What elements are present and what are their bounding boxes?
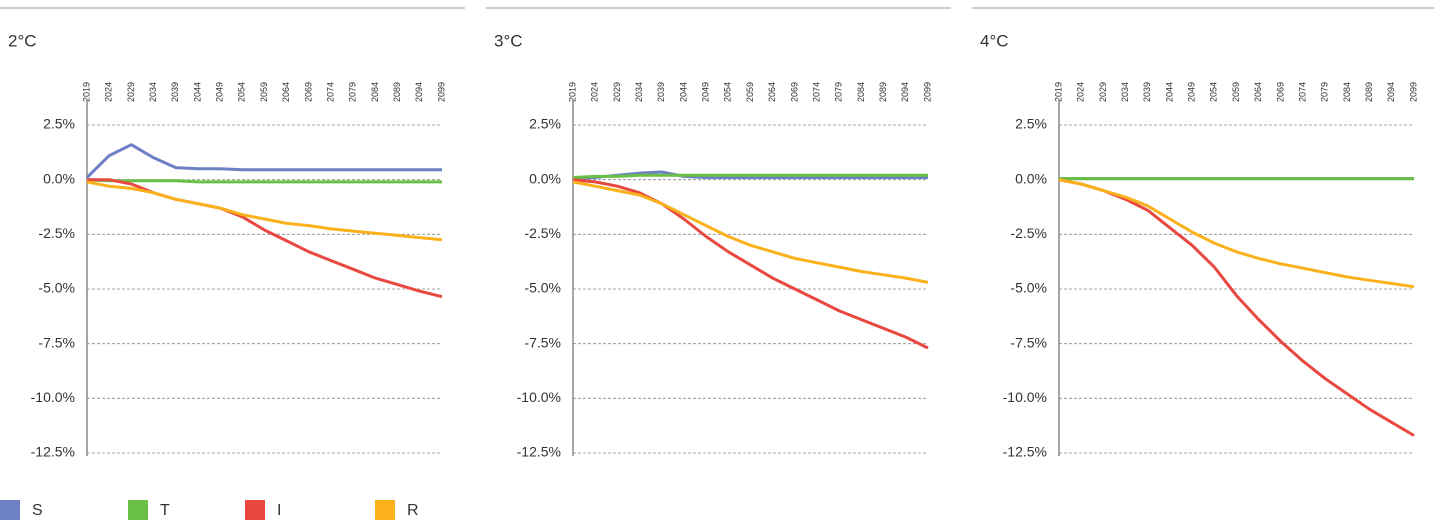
x-tick-label: 2089 [1364, 82, 1374, 102]
x-tick-label: 2074 [325, 82, 335, 102]
legend-label: S [32, 502, 43, 519]
legend-label: R [407, 502, 419, 519]
x-tick-label: 2044 [192, 82, 202, 102]
x-tick-label: 2094 [1386, 82, 1396, 102]
x-tick-label: 2049 [701, 82, 711, 102]
series-line [86, 180, 443, 242]
x-tick-label: 2049 [215, 82, 225, 102]
y-tick-label: -7.5% [1010, 334, 1047, 350]
x-tick-label: 2084 [856, 82, 866, 102]
series-line [572, 180, 929, 284]
x-tick-label: 2059 [1231, 82, 1241, 102]
x-tick-label: 2054 [1209, 82, 1219, 102]
x-tick-label: 2024 [104, 82, 114, 102]
x-tick-label: 2089 [878, 82, 888, 102]
chart-title: 4°C [980, 31, 1009, 50]
y-tick-label: 2.5% [43, 116, 75, 132]
x-tick-label: 2084 [1342, 82, 1352, 102]
series-line [87, 178, 443, 299]
legend-label: I [277, 502, 281, 519]
x-tick-label: 2019 [81, 82, 91, 102]
x-tick-label: 2094 [900, 82, 910, 102]
y-tick-label: -7.5% [524, 334, 561, 350]
x-tick-label: 2029 [612, 82, 622, 102]
legend-label: T [160, 502, 170, 519]
x-tick-label: 2059 [745, 82, 755, 102]
y-tick-label: -2.5% [524, 225, 561, 241]
x-tick-label: 2069 [1275, 82, 1285, 102]
x-tick-label: 2029 [126, 82, 136, 102]
y-tick-label: -12.5% [517, 444, 561, 460]
x-tick-label: 2079 [348, 82, 358, 102]
y-tick-label: -5.0% [1010, 280, 1047, 296]
y-tick-label: -12.5% [1003, 444, 1047, 460]
chart-title: 2°C [8, 31, 37, 50]
x-tick-label: 2099 [922, 82, 932, 102]
y-tick-label: 0.0% [43, 170, 75, 186]
y-tick-label: -2.5% [38, 225, 75, 241]
x-tick-label: 2034 [634, 82, 644, 102]
y-tick-label: 0.0% [529, 170, 561, 186]
x-tick-label: 2079 [834, 82, 844, 102]
x-tick-label: 2019 [567, 82, 577, 102]
x-tick-label: 2064 [281, 82, 291, 102]
x-tick-label: 2079 [1320, 82, 1330, 102]
legend-swatch [245, 500, 265, 520]
x-tick-label: 2039 [1142, 82, 1152, 102]
y-tick-label: -5.0% [524, 280, 561, 296]
y-tick-label: -12.5% [31, 444, 75, 460]
x-tick-label: 2019 [1053, 82, 1063, 102]
x-tick-label: 2074 [1297, 82, 1307, 102]
x-tick-label: 2099 [1408, 82, 1418, 102]
x-tick-label: 2084 [370, 82, 380, 102]
x-tick-label: 2069 [789, 82, 799, 102]
y-tick-label: -7.5% [38, 334, 75, 350]
y-tick-label: -5.0% [38, 280, 75, 296]
y-tick-label: -10.0% [1003, 389, 1047, 405]
series-line [85, 143, 442, 179]
x-tick-label: 2034 [1120, 82, 1130, 102]
x-tick-label: 2054 [723, 82, 733, 102]
x-tick-label: 2039 [656, 82, 666, 102]
x-tick-label: 2029 [1098, 82, 1108, 102]
x-tick-label: 2069 [303, 82, 313, 102]
y-tick-label: -10.0% [517, 389, 561, 405]
y-tick-label: -10.0% [31, 389, 75, 405]
x-tick-label: 2034 [148, 82, 158, 102]
x-tick-label: 2094 [414, 82, 424, 102]
series-line [572, 170, 928, 181]
y-tick-label: 2.5% [1015, 116, 1047, 132]
chart-title: 3°C [494, 31, 523, 50]
y-tick-label: 2.5% [529, 116, 561, 132]
legend-swatch [0, 500, 20, 520]
x-tick-label: 2044 [678, 82, 688, 102]
x-tick-label: 2064 [1253, 82, 1263, 102]
x-tick-label: 2039 [170, 82, 180, 102]
series-line [1058, 178, 1415, 289]
x-tick-label: 2024 [590, 82, 600, 102]
x-tick-label: 2024 [1076, 82, 1086, 102]
series-line [572, 173, 928, 179]
x-tick-label: 2064 [767, 82, 777, 102]
legend-swatch [375, 500, 395, 520]
legend-swatch [128, 500, 148, 520]
x-tick-label: 2049 [1187, 82, 1197, 102]
x-tick-label: 2059 [259, 82, 269, 102]
x-tick-label: 2099 [436, 82, 446, 102]
x-tick-label: 2089 [392, 82, 402, 102]
series-line [1058, 178, 1415, 437]
series-line [86, 178, 442, 184]
x-tick-label: 2054 [237, 82, 247, 102]
x-tick-label: 2074 [811, 82, 821, 102]
series-line [572, 178, 929, 350]
y-tick-label: 0.0% [1015, 170, 1047, 186]
y-tick-label: -2.5% [1010, 225, 1047, 241]
x-tick-label: 2044 [1164, 82, 1174, 102]
